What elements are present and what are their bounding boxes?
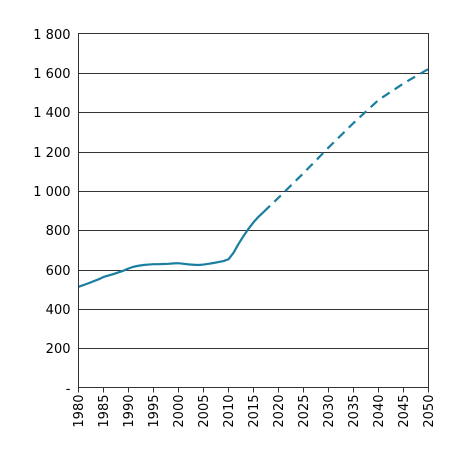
y-tick-label: 200	[46, 342, 71, 357]
x-tick-label: 2010	[222, 395, 237, 428]
x-tick-label: 2040	[372, 395, 387, 428]
y-tick-label: 400	[46, 303, 71, 318]
x-tick-label: 2015	[247, 395, 262, 428]
y-tick-label: 1 600	[33, 67, 70, 82]
projection-series-line	[262, 67, 430, 213]
y-tick-label: 1 000	[33, 185, 70, 200]
y-axis-tick-labels: - 200 400 600 800 1 000 1 200 1 400 1 600 1 800	[33, 28, 71, 397]
y-tick-label: 1 800	[33, 28, 70, 43]
x-tick-label: 1980	[72, 395, 87, 428]
grid-lines	[78, 73, 429, 393]
x-tick-label: 2020	[272, 395, 287, 428]
x-axis-tick-labels: 1980 1985 1990 1995 2000 2005 2010 2015 2020 2025…	[72, 395, 437, 428]
y-tick-label: 1 400	[33, 106, 70, 121]
y-tick-label: 600	[46, 264, 71, 279]
x-tick-label: 1990	[122, 395, 137, 428]
y-tick-label: 1 200	[33, 146, 70, 161]
y-tick-label: 800	[46, 224, 71, 239]
y-tick-label: -	[66, 382, 71, 397]
x-tick-label: 1985	[97, 395, 112, 428]
x-tick-label: 1995	[147, 395, 162, 428]
x-tick-label: 2005	[197, 395, 212, 428]
x-tick-label: 2030	[322, 395, 337, 428]
series-lines	[78, 67, 430, 288]
plot-frame	[78, 33, 429, 388]
x-tick-label: 2035	[347, 395, 362, 428]
historical-series-line	[78, 211, 265, 288]
x-tick-label: 2045	[397, 395, 412, 428]
x-tick-label: 2000	[172, 395, 187, 428]
x-tick-label: 2050	[422, 395, 437, 428]
x-tick-label: 2025	[297, 395, 312, 428]
